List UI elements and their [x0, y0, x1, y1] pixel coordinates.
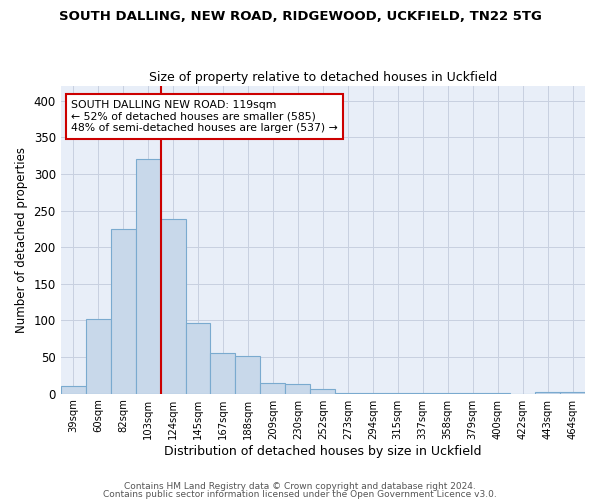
Bar [560, 392, 585, 394]
Bar [211, 354, 235, 394]
Text: Contains public sector information licensed under the Open Government Licence v3: Contains public sector information licen… [103, 490, 497, 499]
Bar [460, 393, 485, 394]
X-axis label: Distribution of detached houses by size in Uckfield: Distribution of detached houses by size … [164, 444, 482, 458]
Bar [485, 393, 510, 394]
Text: SOUTH DALLING NEW ROAD: 119sqm
← 52% of detached houses are smaller (585)
48% of: SOUTH DALLING NEW ROAD: 119sqm ← 52% of … [71, 100, 338, 133]
Bar [535, 392, 560, 394]
Bar [286, 384, 310, 394]
Bar [410, 393, 435, 394]
Bar [435, 393, 460, 394]
Bar [260, 382, 286, 394]
Bar [360, 393, 385, 394]
Bar [235, 356, 260, 394]
Bar [161, 220, 185, 394]
Title: Size of property relative to detached houses in Uckfield: Size of property relative to detached ho… [149, 70, 497, 84]
Bar [385, 393, 410, 394]
Bar [185, 324, 211, 394]
Y-axis label: Number of detached properties: Number of detached properties [15, 147, 28, 333]
Bar [136, 160, 161, 394]
Bar [335, 393, 360, 394]
Bar [61, 386, 86, 394]
Bar [310, 388, 335, 394]
Bar [110, 229, 136, 394]
Bar [86, 319, 110, 394]
Text: SOUTH DALLING, NEW ROAD, RIDGEWOOD, UCKFIELD, TN22 5TG: SOUTH DALLING, NEW ROAD, RIDGEWOOD, UCKF… [59, 10, 541, 23]
Text: Contains HM Land Registry data © Crown copyright and database right 2024.: Contains HM Land Registry data © Crown c… [124, 482, 476, 491]
